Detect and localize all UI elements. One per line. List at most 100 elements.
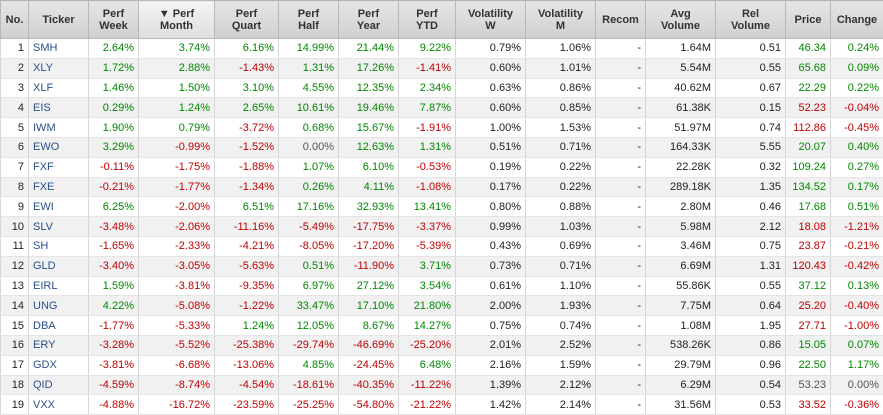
table-row: 4 EIS 0.29% 1.24% 2.65% 10.61% 19.46% 7.87% 0.60… [0, 97, 883, 119]
cell: 0.53 [715, 394, 786, 415]
ticker-link[interactable]: XLF [28, 78, 89, 99]
ticker-link[interactable]: GDX [28, 355, 89, 376]
column-header[interactable]: Volatility M [525, 0, 596, 39]
cell: 1.53% [525, 117, 596, 138]
column-header[interactable]: Perf Half [278, 0, 339, 39]
cell: -3.81% [138, 276, 215, 297]
cell: 3.10% [214, 78, 279, 99]
table-row: 10 SLV -3.48% -2.06% -11.16% -5.49% -17.75% -3.… [0, 216, 883, 237]
cell: -11.22% [398, 375, 456, 396]
cell: - [595, 157, 646, 178]
ticker-link[interactable]: GLD [28, 256, 89, 277]
ticker-link[interactable]: SMH [28, 38, 89, 59]
cell: 1.06% [525, 38, 596, 59]
cell: -2.06% [138, 216, 215, 237]
cell: 4.11% [338, 177, 399, 198]
cell: 5.55 [715, 137, 786, 158]
column-header[interactable]: Perf Year [338, 0, 399, 39]
ticker-link[interactable]: QID [28, 375, 89, 396]
ticker-link[interactable]: SH [28, 236, 89, 257]
header-text: Change [836, 13, 878, 26]
cell: 0.55 [715, 58, 786, 79]
column-header[interactable]: Recom [595, 0, 646, 39]
column-header[interactable]: Change [830, 0, 883, 39]
sort-arrow: ▼ [158, 7, 173, 20]
ticker-link[interactable]: XLY [28, 58, 89, 79]
cell: 0.74% [525, 315, 596, 336]
ticker-link[interactable]: UNG [28, 295, 89, 317]
cell: 1.31% [278, 58, 339, 79]
cell: - [595, 58, 646, 79]
cell: -3.37% [398, 216, 456, 237]
ticker-link[interactable]: IWM [28, 117, 89, 138]
cell: 1.59% [525, 355, 596, 376]
cell: -1.41% [398, 58, 456, 79]
cell: 1 [0, 38, 29, 59]
ticker-link[interactable]: FXE [28, 177, 89, 198]
cell: 27.12% [338, 276, 399, 297]
cell: 2 [0, 58, 29, 79]
cell: 1.93% [525, 295, 596, 317]
cell: -0.40% [830, 295, 883, 317]
cell: 23.87 [785, 236, 831, 257]
cell: 7.87% [398, 97, 456, 119]
ticker-link[interactable]: EWO [28, 137, 89, 158]
ticker-link[interactable]: EIS [28, 97, 89, 119]
cell: 33.47% [278, 295, 339, 317]
cell: 0.54 [715, 375, 786, 396]
cell: 134.52 [785, 177, 831, 198]
column-header[interactable]: ▼ Perf Month [138, 0, 215, 39]
cell: 7 [0, 157, 29, 178]
cell: 2.65% [214, 97, 279, 119]
cell: 1.03% [525, 216, 596, 237]
cell: 27.71 [785, 315, 831, 336]
cell: 0.27% [830, 157, 883, 178]
column-header[interactable]: Ticker [28, 0, 89, 39]
column-header[interactable]: No. [0, 0, 29, 39]
cell: -0.42% [830, 256, 883, 277]
cell: -0.53% [398, 157, 456, 178]
cell: 1.95 [715, 315, 786, 336]
cell: -17.20% [338, 236, 399, 257]
cell: 4.22% [88, 295, 139, 317]
cell: 0.22% [525, 177, 596, 198]
cell: 6.25% [88, 196, 139, 218]
column-header[interactable]: Perf Week [88, 0, 139, 39]
column-header[interactable]: Avg Volume [645, 0, 716, 39]
ticker-link[interactable]: EWI [28, 196, 89, 218]
column-header[interactable]: Price [785, 0, 831, 39]
cell: -5.33% [138, 315, 215, 336]
cell: -1.34% [214, 177, 279, 198]
cell: 2.12% [525, 375, 596, 396]
cell: -40.35% [338, 375, 399, 396]
cell: 3 [0, 78, 29, 99]
column-header[interactable]: Perf YTD [398, 0, 456, 39]
column-header[interactable]: Volatility W [455, 0, 526, 39]
cell: 46.34 [785, 38, 831, 59]
cell: 0.55 [715, 276, 786, 297]
ticker-link[interactable]: SLV [28, 216, 89, 237]
cell: -8.74% [138, 375, 215, 396]
column-header[interactable]: Perf Quart [214, 0, 279, 39]
cell: -5.52% [138, 335, 215, 356]
ticker-link[interactable]: ERY [28, 335, 89, 356]
cell: 2.00% [455, 295, 526, 317]
cell: 1.10% [525, 276, 596, 297]
cell: 65.68 [785, 58, 831, 79]
cell: 0.43% [455, 236, 526, 257]
cell: -4.59% [88, 375, 139, 396]
cell: 0.68% [278, 117, 339, 138]
cell: 0.74 [715, 117, 786, 138]
header-text: Price [794, 13, 822, 26]
column-header[interactable]: Rel Volume [715, 0, 786, 39]
cell: -11.16% [214, 216, 279, 237]
header-text: W [485, 19, 496, 32]
ticker-link[interactable]: VXX [28, 394, 89, 415]
cell: 538.26K [645, 335, 716, 356]
ticker-link[interactable]: FXF [28, 157, 89, 178]
cell: -1.75% [138, 157, 215, 178]
cell: 17 [0, 355, 29, 376]
ticker-link[interactable]: DBA [28, 315, 89, 336]
cell: 2.88% [138, 58, 215, 79]
ticker-link[interactable]: EIRL [28, 276, 89, 297]
